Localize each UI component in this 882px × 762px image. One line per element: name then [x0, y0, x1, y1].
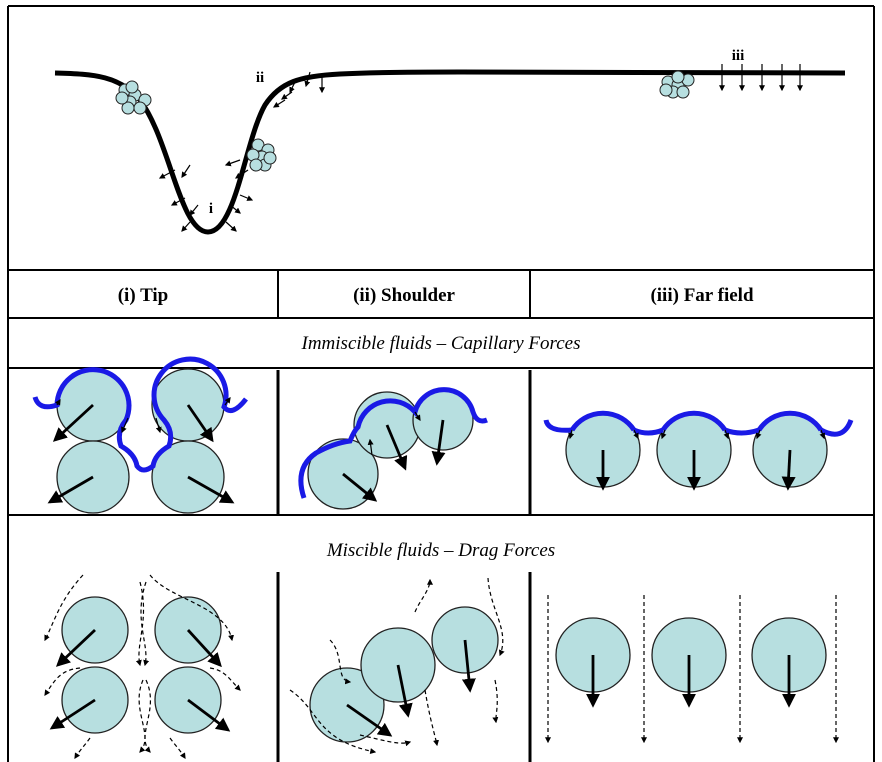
marker-label: ii	[256, 70, 264, 86]
meniscus	[569, 410, 637, 432]
arrow	[55, 628, 96, 667]
arrow	[121, 417, 129, 434]
arrow	[304, 71, 311, 88]
particle	[249, 158, 263, 172]
marker-label: iii	[732, 48, 745, 64]
arrow	[181, 221, 191, 232]
column-header: (ii) Shoulder	[353, 285, 455, 306]
arrow	[189, 204, 199, 216]
arrow	[431, 419, 446, 466]
flow-line	[487, 577, 505, 657]
arrow	[396, 664, 413, 718]
interface-curve	[54, 69, 846, 235]
arrow	[187, 475, 235, 504]
arrow	[229, 204, 241, 214]
particle	[659, 83, 673, 97]
arrow	[281, 91, 293, 100]
particle	[263, 151, 277, 165]
arrow	[187, 698, 231, 732]
meniscus	[543, 419, 573, 433]
arrow	[289, 79, 297, 94]
arrow	[342, 472, 378, 502]
arrow	[235, 169, 249, 179]
arrow	[819, 429, 826, 440]
arrow	[52, 403, 94, 442]
row-header: Miscible fluids – Drag Forces	[326, 540, 555, 561]
arrow	[239, 194, 254, 201]
arrow	[346, 703, 393, 737]
flow-line	[74, 737, 91, 760]
meniscus	[819, 419, 854, 437]
arrow	[225, 221, 237, 232]
arrow	[272, 99, 286, 108]
meniscus	[724, 427, 760, 436]
meniscus	[633, 427, 664, 436]
particle	[671, 70, 685, 84]
arrow	[158, 169, 176, 179]
arrow	[170, 197, 186, 206]
flow-line	[44, 574, 84, 642]
arrow	[414, 411, 421, 422]
arrow	[54, 398, 61, 406]
arrow	[47, 475, 94, 504]
meniscus	[660, 410, 728, 432]
particle	[133, 101, 147, 115]
arrow	[461, 639, 476, 693]
arrow	[224, 159, 241, 167]
flow-line	[329, 639, 352, 685]
arrow	[385, 424, 408, 471]
flow-line	[138, 679, 146, 753]
particle	[121, 101, 135, 115]
row-header: Immiscible fluids – Capillary Forces	[301, 333, 581, 354]
particle	[676, 85, 690, 99]
flow-line	[414, 578, 433, 613]
flow-line	[140, 581, 150, 667]
flow-line	[144, 679, 151, 753]
column-header: (iii) Far field	[650, 285, 754, 306]
arrow	[568, 429, 575, 440]
arrow	[224, 397, 231, 406]
marker-label: i	[209, 201, 213, 217]
flow-line	[135, 581, 145, 667]
flow-line	[424, 689, 439, 747]
arrow	[781, 449, 796, 491]
arrow	[181, 164, 191, 178]
particle	[115, 91, 129, 105]
meniscus	[298, 387, 488, 499]
meniscus	[32, 356, 248, 473]
arrow	[186, 404, 214, 443]
particle	[125, 80, 139, 94]
column-header: (i) Tip	[118, 285, 169, 306]
flow-line	[169, 737, 186, 760]
arrow	[367, 438, 374, 456]
flow-line	[44, 667, 81, 696]
flow-line	[359, 734, 412, 747]
arrow	[723, 429, 730, 440]
arrow	[155, 417, 162, 434]
arrow	[49, 698, 96, 730]
arrow	[633, 429, 639, 440]
meniscus	[756, 410, 824, 432]
arrow	[660, 429, 667, 440]
arrow	[755, 429, 762, 440]
arrow	[186, 629, 222, 668]
flow-line	[492, 679, 499, 724]
flow-line	[209, 667, 241, 691]
